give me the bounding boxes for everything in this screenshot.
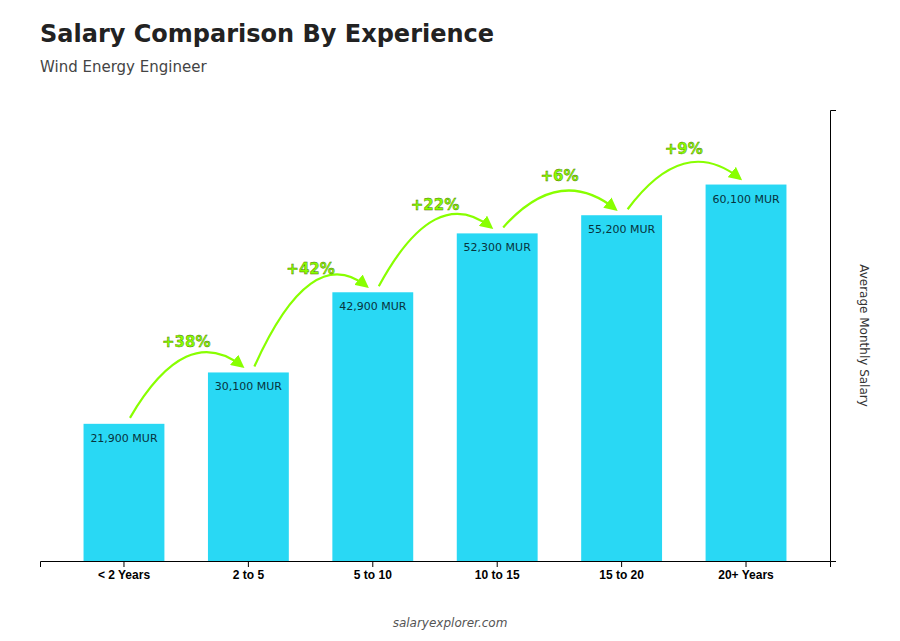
x-tick-mark <box>372 561 373 567</box>
x-tick-label: 10 to 15 <box>475 568 520 582</box>
annotation-arrow <box>130 352 242 418</box>
x-tick: < 2 Years <box>98 561 150 582</box>
annotations: +38% +42% +22% +6% +9% <box>130 140 740 418</box>
x-tick-mark <box>497 561 498 567</box>
x-tick-label: 5 to 10 <box>354 568 392 582</box>
annotation-label: +6% <box>540 167 578 185</box>
subtitle: Wind Energy Engineer <box>40 58 207 76</box>
annotation-label: +42% <box>286 260 334 278</box>
bar <box>706 185 787 561</box>
x-axis-line <box>41 562 831 568</box>
annotation-label: +22% <box>411 196 459 214</box>
annotation-arrow <box>254 274 366 366</box>
footer: salaryexplorer.com <box>393 616 508 630</box>
x-tick: 2 to 5 <box>233 561 265 582</box>
bar <box>208 372 289 561</box>
bar <box>457 233 538 561</box>
x-tick-label: 20+ Years <box>718 568 774 582</box>
x-axis: < 2 Years 2 to 5 5 to 10 10 to 15 15 to 20 20… <box>41 561 831 582</box>
bar <box>84 424 165 561</box>
annotation-arrow <box>628 162 740 209</box>
x-tick-mark <box>746 561 747 567</box>
data-label: 52,300 MUR <box>464 241 532 254</box>
bars <box>84 185 787 561</box>
annotation-label: +9% <box>665 140 703 158</box>
title: Salary Comparison By Experience <box>40 20 494 48</box>
data-label: 55,200 MUR <box>588 223 656 236</box>
x-tick: 5 to 10 <box>354 561 392 582</box>
x-tick-label: < 2 Years <box>98 568 150 582</box>
chart: Salary Comparison By Experience Wind Ener… <box>0 0 900 641</box>
bar <box>332 292 413 561</box>
y-axis-title: Average Monthly Salary <box>857 264 871 407</box>
x-tick-label: 2 to 5 <box>233 568 265 582</box>
annotation-arrow <box>503 191 615 228</box>
x-tick-mark <box>123 561 124 567</box>
x-tick: 10 to 15 <box>475 561 520 582</box>
x-tick-mark <box>248 561 249 567</box>
x-tick: 15 to 20 <box>599 561 644 582</box>
x-tick-mark <box>621 561 622 567</box>
y-axis <box>831 111 837 562</box>
y-axis-line <box>831 111 837 562</box>
data-label: 42,900 MUR <box>339 300 407 313</box>
annotation-label: +38% <box>162 333 210 351</box>
x-tick: 20+ Years <box>718 561 774 582</box>
data-label: 21,900 MUR <box>90 432 158 445</box>
x-tick-label: 15 to 20 <box>599 568 644 582</box>
data-label: 60,100 MUR <box>712 193 780 206</box>
annotation-arrow <box>379 214 491 286</box>
data-labels: 21,900 MUR 30,100 MUR 42,900 MUR 52,300 MUR… <box>90 193 780 445</box>
data-label: 30,100 MUR <box>215 380 283 393</box>
bar <box>581 215 662 561</box>
